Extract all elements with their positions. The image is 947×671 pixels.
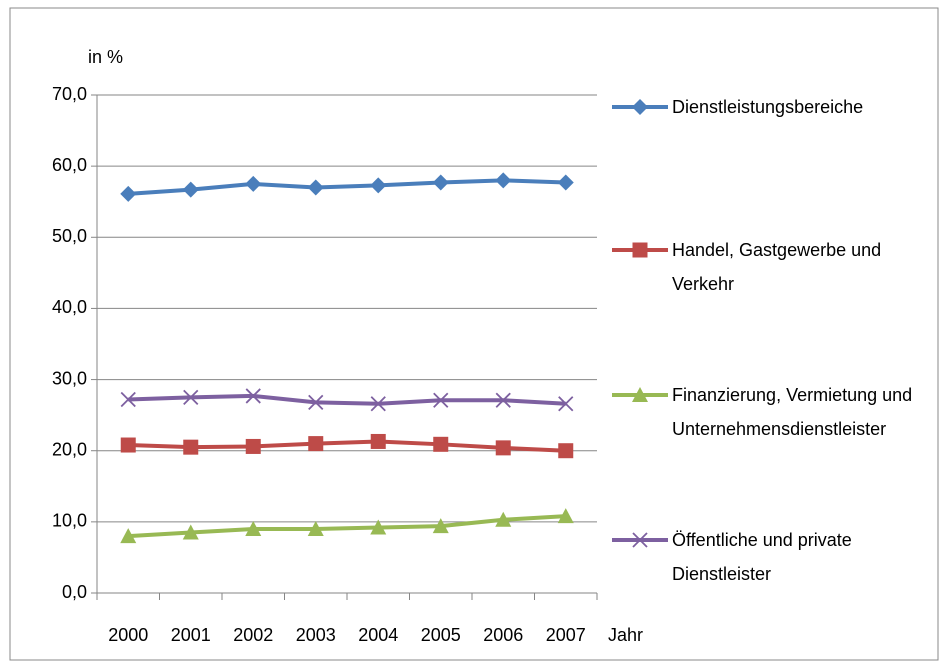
legend-label: Dienstleistungsbereiche: [672, 97, 864, 117]
marker: [120, 528, 137, 544]
marker: [557, 508, 574, 524]
marker: [245, 388, 261, 404]
chart-frame: [9, 7, 939, 661]
y-tick-label: 70,0: [52, 84, 87, 104]
marker: [245, 438, 261, 454]
marker: [432, 174, 449, 191]
x-tick-label: 2001: [171, 625, 211, 645]
x-tick-label: 2003: [296, 625, 336, 645]
legend-marker: [632, 532, 648, 548]
series-line: [128, 514, 566, 539]
series-line: [128, 178, 566, 196]
legend-label: Handel, Gastgewerbe und Verkehr: [672, 240, 882, 294]
series-line: [128, 439, 566, 453]
marker: [182, 181, 199, 198]
marker: [307, 520, 324, 536]
marker: [308, 436, 324, 452]
legend-marker: [632, 99, 648, 115]
y-tick-label: 20,0: [52, 439, 87, 459]
marker: [182, 524, 199, 540]
marker: [370, 433, 386, 449]
marker: [558, 396, 574, 412]
marker: [432, 518, 449, 534]
y-tick-label: 50,0: [52, 226, 87, 246]
marker: [433, 392, 449, 408]
marker: [120, 391, 136, 408]
marker: [558, 443, 574, 459]
marker: [495, 511, 512, 527]
series-line: [128, 393, 566, 406]
marker: [557, 174, 574, 191]
legend-marker: [632, 242, 648, 258]
legend-marker: [632, 387, 648, 402]
marker: [495, 440, 511, 456]
x-tick-label: 2004: [358, 625, 398, 645]
y-tick-label: 60,0: [52, 155, 87, 175]
y-tick-label: 30,0: [52, 368, 87, 388]
x-tick-label: 2007: [546, 625, 586, 645]
marker: [183, 389, 199, 405]
marker: [120, 185, 137, 202]
x-tick-label: 2000: [108, 625, 148, 645]
marker: [370, 396, 386, 412]
marker: [245, 175, 262, 192]
y-tick-label: 10,0: [52, 511, 87, 531]
legend-label: Finanzierung, Vermietung und Unternehmen…: [672, 385, 913, 439]
y-axis-label: in %: [88, 47, 123, 67]
x-tick-label: 2006: [483, 625, 523, 645]
marker: [433, 436, 449, 452]
marker: [370, 519, 387, 535]
marker: [245, 520, 262, 536]
marker: [495, 172, 512, 189]
y-tick-label: 40,0: [52, 297, 87, 317]
marker: [183, 439, 199, 455]
y-tick-label: 0,0: [62, 582, 87, 602]
x-tick-label: 2002: [233, 625, 273, 645]
marker: [495, 392, 511, 408]
x-tick-label: 2005: [421, 625, 461, 645]
marker: [308, 394, 324, 410]
marker: [120, 437, 136, 453]
marker: [370, 177, 387, 194]
legend-label: Öffentliche und private Dienstleister: [672, 530, 852, 584]
marker: [307, 179, 324, 196]
x-axis-label: Jahr: [608, 625, 643, 645]
